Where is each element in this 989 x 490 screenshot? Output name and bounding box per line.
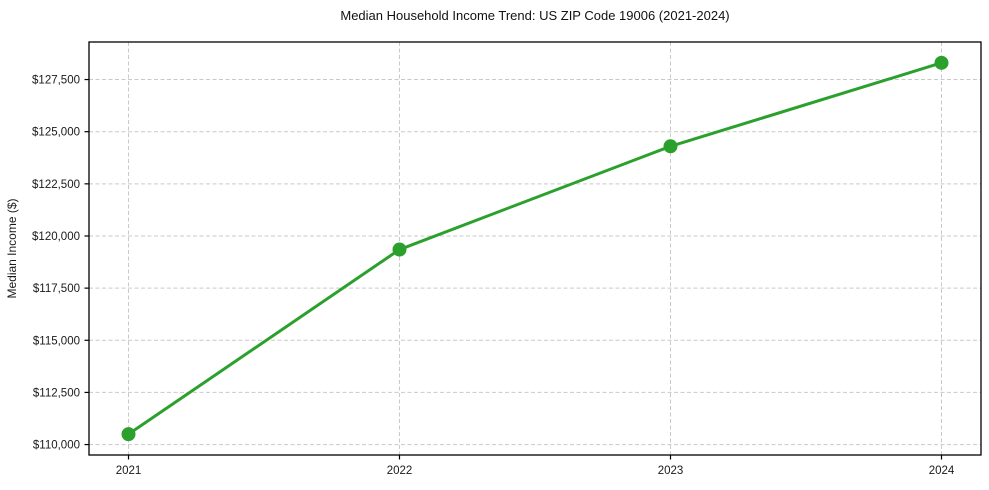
x-tick-label: 2024: [929, 465, 955, 477]
y-tick-label: $112,500: [33, 387, 80, 399]
y-tick-label: $125,000: [32, 127, 80, 139]
chart-title: Median Household Income Trend: US ZIP Co…: [340, 8, 730, 23]
y-tick-label: $110,000: [33, 440, 80, 452]
y-tick-label: $120,000: [32, 231, 80, 243]
y-tick-label: $117,500: [33, 283, 80, 295]
data-point-marker: [392, 242, 407, 257]
x-tick-label: 2023: [658, 465, 684, 477]
data-point-marker: [663, 139, 678, 154]
y-axis-label: Median Income ($): [5, 198, 19, 298]
y-tick-label: $127,500: [32, 75, 80, 87]
data-point-marker: [121, 427, 136, 442]
x-tick-label: 2022: [387, 465, 413, 477]
y-tick-label: $122,500: [32, 179, 80, 191]
trend-line: [127, 61, 943, 436]
data-point-marker: [934, 55, 949, 70]
x-tick-label: 2021: [116, 465, 142, 477]
y-tick-label: $115,000: [33, 335, 80, 347]
axis-frame: [88, 41, 982, 456]
